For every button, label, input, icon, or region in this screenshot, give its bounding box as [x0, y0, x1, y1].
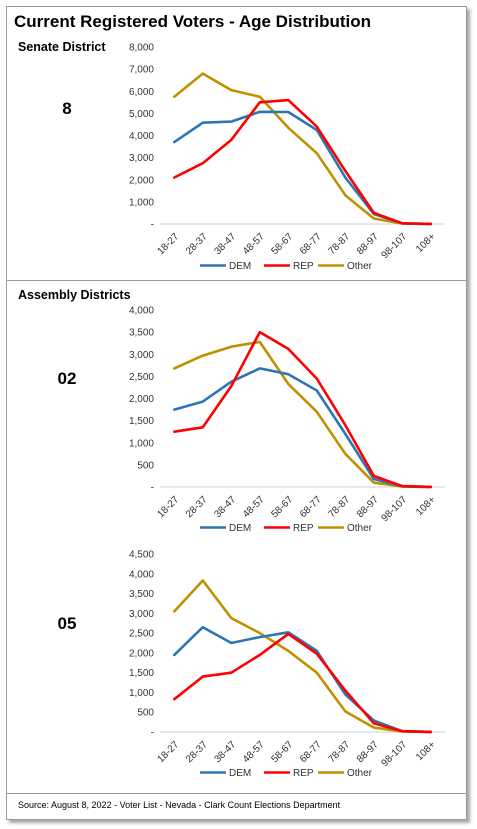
x-tick-label: 68-77	[298, 494, 324, 520]
y-tick-label: 2,000	[129, 394, 154, 405]
x-tick-label: 108+	[414, 739, 438, 763]
x-tick-label: 88-97	[355, 231, 381, 257]
y-tick-label: 3,000	[129, 350, 154, 361]
x-tick-label: 18-27	[155, 739, 181, 765]
legend-label-dem: DEM	[229, 523, 251, 534]
x-tick-label: 48-57	[241, 494, 267, 520]
section-divider	[7, 280, 466, 281]
y-tick-label: -	[151, 728, 154, 739]
senate-district-8-chart: - 1,000 2,000 3,000 4,000 5,000 6,000 7,000 8,00…	[129, 43, 445, 272]
x-tick-label: 108+	[414, 494, 438, 518]
x-tick-label: 28-37	[184, 739, 210, 765]
series-line-dem	[173, 625, 433, 734]
legend-label-other: Other	[347, 261, 373, 272]
y-tick-label: 1,500	[129, 668, 154, 679]
x-tick-label: 48-57	[241, 739, 267, 765]
x-tick-label: 28-37	[184, 494, 210, 520]
x-tick-label: 18-27	[155, 231, 181, 257]
y-tick-label: 2,500	[129, 372, 154, 383]
legend-label-dem: DEM	[229, 261, 251, 272]
y-tick-label: 2,000	[129, 648, 154, 659]
y-tick-label: 1,000	[129, 197, 154, 208]
y-tick-label: 7,000	[129, 65, 154, 76]
x-tick-label: 68-77	[298, 739, 324, 765]
legend-label-dem: DEM	[229, 768, 251, 779]
x-tick-label: 38-47	[212, 739, 238, 765]
y-tick-label: 3,500	[129, 328, 154, 339]
y-tick-label: 4,000	[129, 306, 154, 317]
x-tick-label: 98-107	[380, 494, 410, 524]
y-tick-label: 3,000	[129, 609, 154, 620]
senate-section-label: Senate District	[18, 40, 106, 54]
source-note: Source: August 8, 2022 - Voter List - Ne…	[18, 800, 341, 810]
x-tick-label: 78-87	[326, 494, 352, 520]
legend-label-rep: REP	[293, 523, 314, 534]
y-tick-label: 3,000	[129, 153, 154, 164]
legend-label-rep: REP	[293, 768, 314, 779]
assembly-district-05-chart: - 500 1,000 1,500 2,000 2,500 3,000 3,500 4,000 4…	[129, 550, 445, 779]
series-line-rep	[173, 632, 433, 734]
x-tick-label: 78-87	[326, 231, 352, 257]
x-tick-label: 28-37	[184, 231, 210, 257]
y-tick-label: 6,000	[129, 87, 154, 98]
district-label-assembly-05: 05	[57, 614, 77, 633]
series-line-dem	[173, 110, 433, 226]
y-tick-label: 4,000	[129, 131, 154, 142]
y-tick-label: 2,500	[129, 629, 154, 640]
y-tick-label: 8,000	[129, 43, 154, 54]
district-label-assembly-02: 02	[57, 369, 77, 388]
x-tick-label: 18-27	[155, 494, 181, 520]
y-tick-label: 500	[137, 460, 154, 471]
district-label-senate-8: 8	[62, 99, 72, 118]
x-tick-label: 98-107	[380, 231, 410, 261]
legend-label-other: Other	[347, 523, 373, 534]
y-tick-label: 4,000	[129, 569, 154, 580]
x-tick-label: 108+	[414, 231, 438, 255]
x-tick-label: 38-47	[212, 494, 238, 520]
footer-divider	[7, 793, 466, 794]
assembly-district-02-chart: - 500 1,000 1,500 2,000 2,500 3,000 3,500 4,000 1…	[129, 306, 445, 534]
x-tick-label: 58-67	[269, 494, 295, 520]
x-tick-label: 48-57	[241, 231, 267, 257]
y-tick-label: 1,000	[129, 438, 154, 449]
y-tick-label: -	[151, 220, 154, 231]
x-tick-label: 78-87	[326, 739, 352, 765]
page-title: Current Registered Voters - Age Distribu…	[14, 12, 372, 31]
y-tick-label: 5,000	[129, 109, 154, 120]
x-tick-label: 88-97	[355, 494, 381, 520]
y-tick-label: 1,500	[129, 416, 154, 427]
x-tick-label: 68-77	[298, 231, 324, 257]
series-line-rep	[173, 330, 433, 489]
assembly-section-label: Assembly Districts	[18, 288, 131, 302]
legend-label-rep: REP	[293, 261, 314, 272]
series-line-dem	[173, 367, 433, 489]
x-tick-label: 58-67	[269, 231, 295, 257]
x-tick-label: 98-107	[380, 739, 410, 769]
chart-frame	[6, 6, 467, 820]
y-tick-label: 3,500	[129, 589, 154, 600]
series-line-other	[173, 72, 433, 226]
series-line-rep	[173, 98, 433, 226]
y-tick-label: 2,000	[129, 175, 154, 186]
series-line-other	[173, 579, 433, 734]
y-tick-label: -	[151, 483, 154, 494]
series-line-other	[173, 340, 433, 489]
x-tick-label: 38-47	[212, 231, 238, 257]
x-tick-label: 58-67	[269, 739, 295, 765]
y-tick-label: 1,000	[129, 688, 154, 699]
legend-label-other: Other	[347, 768, 373, 779]
y-tick-label: 500	[137, 708, 154, 719]
y-tick-label: 4,500	[129, 550, 154, 561]
x-tick-label: 88-97	[355, 739, 381, 765]
